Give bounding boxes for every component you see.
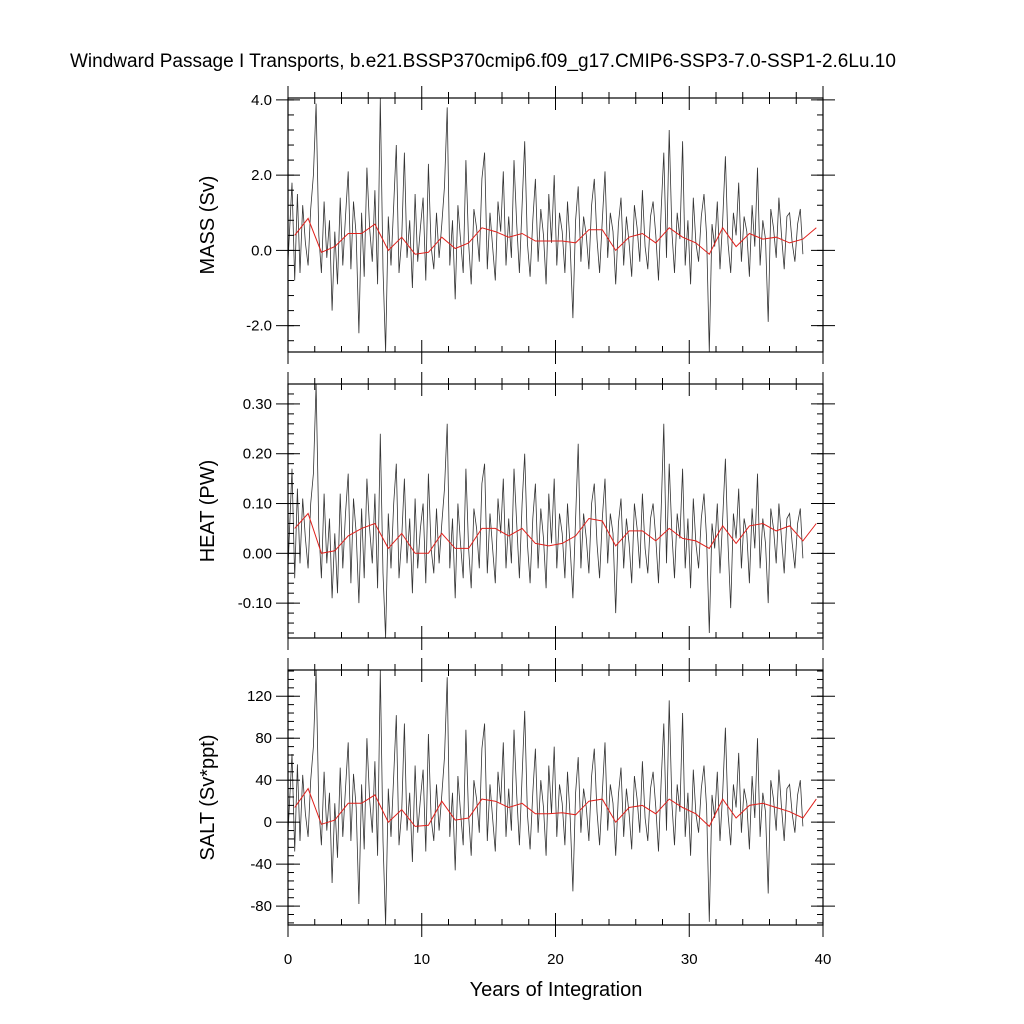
panels: -2.0 0.0 2.0 4.0 MASS (Sv) -0.10 0.00 0.10 0.20 0… xyxy=(197,86,835,968)
y-axis-title: MASS (Sv) xyxy=(197,176,219,275)
y-tick-label: 0.20 xyxy=(243,446,272,463)
x-tick-label: 20 xyxy=(547,951,564,968)
y-tick-label: 2.0 xyxy=(251,167,272,184)
y-tick-label: 4.0 xyxy=(251,92,272,109)
x-tick-label: 30 xyxy=(681,951,698,968)
y-axis-title: HEAT (PW) xyxy=(197,460,219,563)
y-tick-label: 0.10 xyxy=(243,496,272,513)
y-tick-label: -40 xyxy=(250,856,272,873)
y-tick-label: 0 xyxy=(264,814,272,831)
chart-title: Windward Passage I Transports, b.e21.BSS… xyxy=(70,51,896,72)
x-axis-title: Years of Integration xyxy=(470,979,643,1001)
panel-3: -80 -40 0 40 80 120 SALT (Sv*ppt) xyxy=(197,658,835,937)
panel-2: -0.10 0.00 0.10 0.20 0.30 HEAT (PW) xyxy=(197,372,835,650)
panel-1-series-annual-mean xyxy=(294,217,817,255)
y-tick-label: 0.30 xyxy=(243,396,272,413)
y-tick-label: -0.10 xyxy=(238,595,272,612)
y-tick-label: 40 xyxy=(255,772,272,789)
panel-2-series-monthly xyxy=(288,384,804,638)
panel-1-series-monthly xyxy=(288,98,804,352)
x-tick-label: 10 xyxy=(413,951,430,968)
x-tick-label: 40 xyxy=(815,951,832,968)
y-tick-label: 0.00 xyxy=(243,545,272,562)
panel-3-series-monthly xyxy=(288,670,804,925)
y-tick-label: 80 xyxy=(255,730,272,747)
x-tick-label: 0 xyxy=(284,951,292,968)
panel-1: -2.0 0.0 2.0 4.0 MASS (Sv) xyxy=(197,86,835,364)
y-tick-label: 120 xyxy=(247,688,272,705)
y-tick-label: 0.0 xyxy=(251,242,272,259)
y-tick-label: -80 xyxy=(250,898,272,915)
panel-2-series-annual-mean xyxy=(294,512,817,554)
y-axis-title: SALT (Sv*ppt) xyxy=(197,735,219,861)
y-tick-label: -2.0 xyxy=(246,318,272,335)
panel-3-series-annual-mean xyxy=(294,787,817,828)
